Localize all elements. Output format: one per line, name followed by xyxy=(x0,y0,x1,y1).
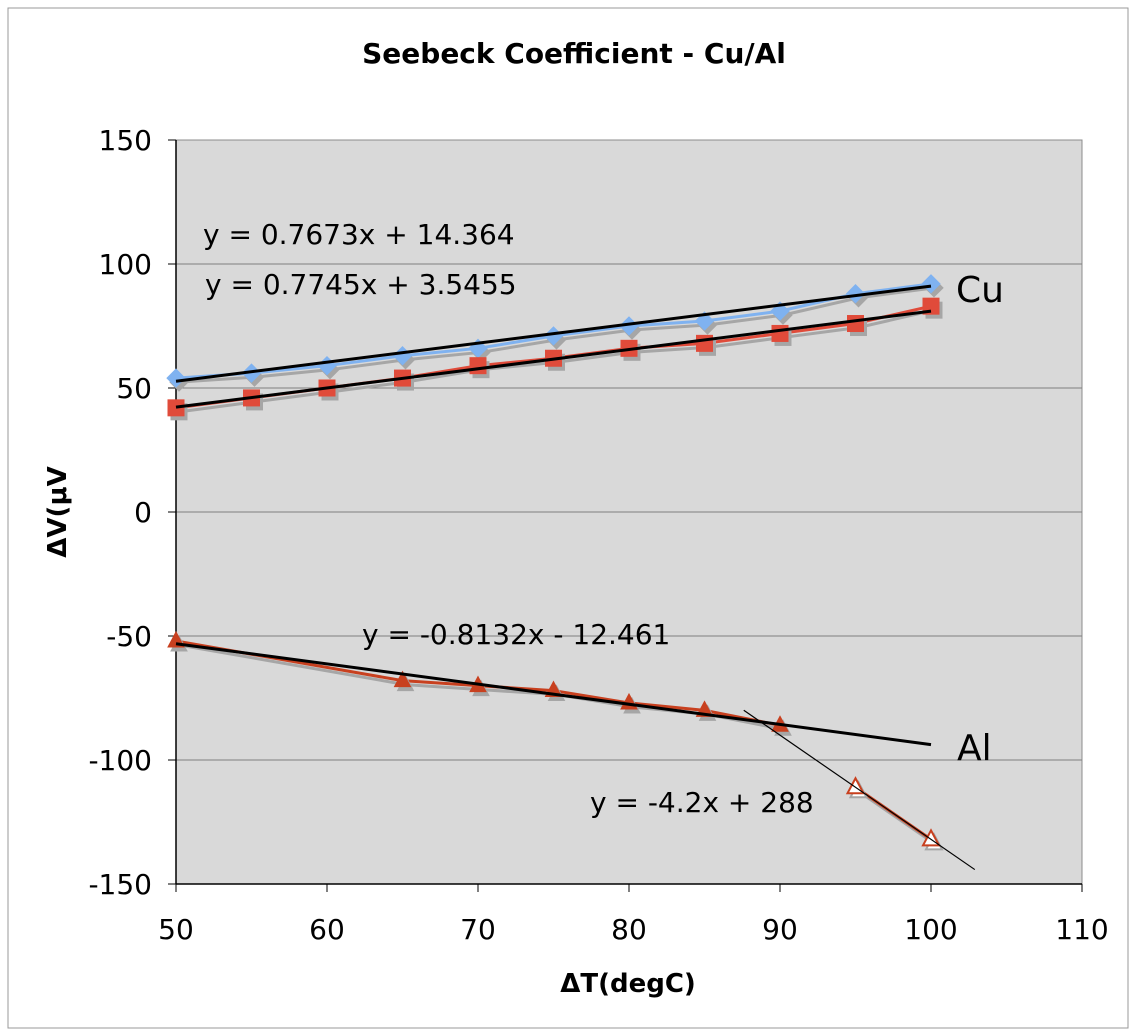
data-point xyxy=(167,399,185,417)
data-point xyxy=(469,357,487,375)
trendline-equation-al-steep: y = -4.2x + 288 xyxy=(590,786,814,819)
series-line-shadow xyxy=(857,790,935,845)
data-point xyxy=(847,315,864,333)
data-point xyxy=(845,284,866,304)
x-tick-label: 50 xyxy=(158,913,194,946)
trendline-equation-cu-blue: y = 0.7673x + 14.364 xyxy=(203,218,515,251)
data-point xyxy=(393,670,412,688)
x-tick-label: 80 xyxy=(611,913,647,946)
trendline-layer xyxy=(175,284,976,871)
x-axis-label: ΔT(degC) xyxy=(560,969,696,999)
y-tick-label: -150 xyxy=(88,868,152,901)
y-tick-label: -50 xyxy=(106,620,152,653)
trendline-equation-cu-red: y = 0.7745x + 3.5455 xyxy=(205,268,517,301)
trendline xyxy=(743,709,976,871)
x-tick-label: 70 xyxy=(460,913,496,946)
data-point xyxy=(771,324,789,342)
trendline xyxy=(175,642,932,747)
y-tick-label: 150 xyxy=(99,124,152,157)
chart-title: Seebeck Coefficient - Cu/Al xyxy=(362,37,786,70)
y-tick-label: -100 xyxy=(88,744,152,777)
axes xyxy=(168,139,1083,892)
data-point xyxy=(166,368,186,388)
y-tick-label: 100 xyxy=(99,248,152,281)
y-axis-label: ΔV(μV xyxy=(43,466,73,557)
x-tick-label: 90 xyxy=(762,913,798,946)
data-point xyxy=(921,274,941,294)
y-tick-label: 50 xyxy=(116,372,152,405)
x-tick-label: 60 xyxy=(309,913,345,946)
series-tag-cu: Cu xyxy=(956,270,1004,311)
trendline xyxy=(175,309,932,409)
series-tag-al: Al xyxy=(957,728,992,769)
x-tick-label: 100 xyxy=(904,913,957,946)
x-tick-label: 110 xyxy=(1055,913,1108,946)
trendline xyxy=(175,284,932,383)
trendline-equation-al: y = -0.8132x - 12.461 xyxy=(362,618,670,651)
y-tick-label: 0 xyxy=(134,496,152,529)
